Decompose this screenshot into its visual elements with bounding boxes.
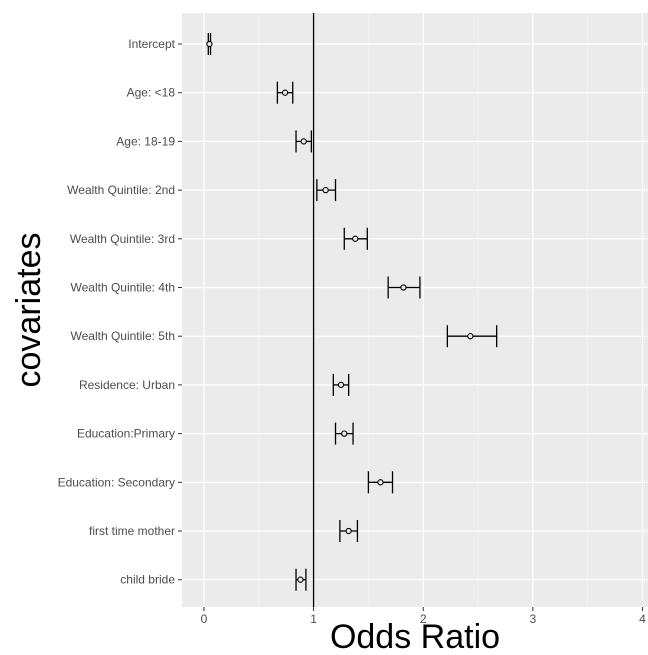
estimate-point xyxy=(281,89,289,96)
ci-marks xyxy=(206,33,498,591)
y-tick-label: Intercept xyxy=(128,37,175,51)
ci-row xyxy=(276,81,294,104)
y-tick-label: Education:Primary xyxy=(77,427,175,441)
ci-row xyxy=(295,568,307,591)
estimate-point xyxy=(377,479,384,486)
ci-row xyxy=(446,325,498,348)
x-axis-title: Odds Ratio xyxy=(330,618,500,655)
estimate-point xyxy=(297,576,304,583)
estimate-point xyxy=(337,381,345,389)
estimate-point xyxy=(345,527,352,535)
ci-row xyxy=(387,276,421,299)
y-tick-label: Wealth Quintile: 4th xyxy=(70,281,175,295)
x-axis: 0 1 2 3 4 xyxy=(201,607,646,626)
x-tick-label: 2 xyxy=(420,612,427,626)
y-tick-label: Age: <18 xyxy=(127,86,176,100)
y-tick-label: Education: Secondary xyxy=(58,475,175,489)
x-tick-label: 3 xyxy=(530,612,537,626)
ci-row xyxy=(316,179,337,202)
ci-row xyxy=(332,373,350,396)
plot-panel xyxy=(182,13,648,607)
y-axis: Intercept Age: <18 Age: 18-19 Wealth Quinti… xyxy=(58,37,182,587)
ci-row xyxy=(367,471,394,494)
y-tick-label: Residence: Urban xyxy=(79,378,175,392)
y-tick-label: first time mother xyxy=(89,524,175,538)
estimate-point xyxy=(400,284,407,291)
estimate-point xyxy=(300,138,307,145)
ci-row xyxy=(339,520,359,542)
estimate-point xyxy=(467,333,474,340)
x-tick-label: 4 xyxy=(639,612,646,626)
y-tick-label: child bride xyxy=(120,573,175,587)
ci-row xyxy=(295,130,313,153)
ci-row xyxy=(334,422,354,445)
estimate-point xyxy=(206,40,213,48)
y-tick-label: Age: 18-19 xyxy=(116,134,175,148)
y-tick-label: Wealth Quintile: 2nd xyxy=(67,183,175,197)
y-tick-label: Wealth Quintile: 3rd xyxy=(70,232,175,246)
estimate-point xyxy=(322,186,329,194)
y-tick-label: Wealth Quintile: 5th xyxy=(70,329,175,343)
x-tick-label: 0 xyxy=(201,612,208,626)
y-axis-title: covariates xyxy=(10,233,48,388)
x-tick-label: 1 xyxy=(310,612,317,626)
estimate-point xyxy=(341,430,348,437)
estimate-point xyxy=(352,235,359,242)
ci-row xyxy=(343,227,368,250)
ci-row xyxy=(206,33,213,55)
